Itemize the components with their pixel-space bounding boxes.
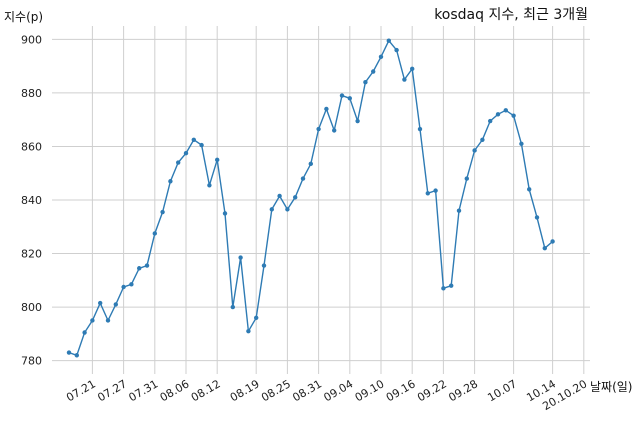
x-tick-label: 07.27 [95,377,129,404]
data-point [386,38,391,43]
data-point [316,126,321,132]
data-point [98,300,103,306]
data-point [441,286,446,291]
data-point [121,284,126,290]
data-point [176,160,181,165]
data-point [246,328,251,334]
data-point [472,148,477,153]
y-tick-label: 820 [21,248,42,261]
data-point [527,187,532,192]
data-point [511,113,516,118]
chart-title: kosdaq 지수, 최근 3개월 [434,7,588,23]
data-point [168,179,173,184]
data-point [347,96,352,101]
data-point [371,69,376,74]
data-point [542,245,547,251]
data-point [199,142,204,148]
y-axis-ticks: 780 800 820 840 860 880 900 [21,33,42,367]
data-point [277,193,282,199]
data-point [207,183,212,188]
x-tick-label: 07.21 [64,377,98,404]
data-point [378,54,384,59]
data-point [191,137,196,142]
data-point [550,239,555,244]
data-point [495,112,501,117]
data-point [254,315,259,320]
data-point [308,161,313,167]
data-point [144,263,150,268]
x-axis-label: 날짜(일) [590,380,633,394]
data-point [74,353,80,358]
data-point [456,208,462,213]
data-point [464,176,469,181]
data-point [488,118,493,124]
y-tick-label: 900 [21,33,42,46]
data-point [480,137,485,142]
data-point [355,118,360,124]
series-layer [66,38,555,358]
data-point [90,318,95,323]
y-tick-label: 880 [21,87,42,100]
data-point [261,263,267,268]
series-line [68,39,554,357]
data-point [285,207,290,212]
x-tick-label: 09.16 [384,377,418,404]
data-point [230,304,235,310]
x-tick-label: 08.12 [189,377,223,404]
data-point [82,330,87,335]
data-point [534,215,540,220]
x-tick-label: 09.22 [415,377,449,404]
data-point [152,231,157,236]
y-tick-label: 840 [21,194,42,207]
data-point [129,282,134,287]
data-point [503,108,508,113]
data-point [183,150,189,156]
data-point [66,350,72,355]
x-tick-label: 08.25 [259,377,293,404]
x-tick-label: 09.04 [322,377,356,404]
data-point [105,318,111,323]
data-point [215,157,220,163]
data-point [269,207,274,212]
x-tick-label: 08.06 [158,377,192,404]
data-point [300,176,306,181]
data-point [293,195,298,200]
y-axis-label: 지수(p) [4,10,44,24]
data-point [324,106,329,112]
data-point [339,93,345,98]
data-point [332,128,337,133]
data-point [137,266,142,271]
x-tick-label: 09.28 [446,377,480,404]
x-tick-label: 08.19 [228,377,262,404]
data-point [222,211,228,216]
data-point [519,141,524,146]
data-point [363,80,368,85]
data-point [394,47,399,53]
grid-lines [52,26,590,374]
data-point [417,126,423,132]
data-point [433,188,438,193]
data-point [402,77,407,82]
data-point [238,255,243,260]
data-point [160,209,165,215]
y-tick-label: 800 [21,301,42,314]
x-tick-label: 09.10 [353,377,387,404]
x-tick-label: 07.31 [127,377,161,404]
x-tick-label: 10.07 [485,377,519,404]
y-tick-label: 860 [21,140,42,153]
data-point [425,191,430,196]
y-tick-label: 780 [21,355,42,368]
data-point [113,302,119,307]
data-point [410,66,415,72]
data-point [449,283,454,288]
x-tick-label: 08.31 [290,377,324,404]
